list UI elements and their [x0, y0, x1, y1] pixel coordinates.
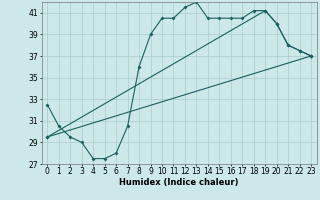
X-axis label: Humidex (Indice chaleur): Humidex (Indice chaleur) [119, 178, 239, 187]
